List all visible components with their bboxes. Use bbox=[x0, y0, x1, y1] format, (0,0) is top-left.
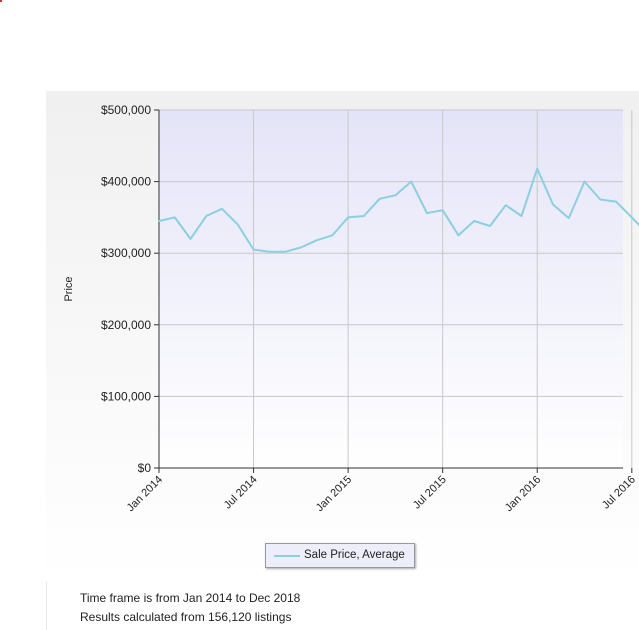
data-point bbox=[583, 180, 586, 183]
data-point bbox=[410, 180, 413, 183]
data-point bbox=[473, 220, 476, 222]
series-line-sale-price-average bbox=[158, 167, 639, 253]
data-point bbox=[331, 234, 334, 237]
data-point bbox=[631, 216, 633, 219]
data-point bbox=[363, 215, 365, 217]
data-point bbox=[174, 216, 176, 219]
data-point bbox=[504, 204, 507, 206]
data-point bbox=[599, 198, 602, 201]
legend-label: Sale Price, Average bbox=[304, 549, 405, 561]
y-tick-label: $200,000 bbox=[101, 318, 151, 332]
legend: Sale Price, Average bbox=[265, 543, 415, 568]
y-axis-label: Price bbox=[63, 276, 75, 301]
data-point bbox=[252, 248, 255, 251]
data-point bbox=[205, 215, 208, 217]
data-point bbox=[568, 217, 570, 219]
y-tick-label: $400,000 bbox=[101, 175, 151, 189]
data-point bbox=[536, 167, 538, 170]
y-tick-label: $300,000 bbox=[101, 246, 151, 260]
data-point bbox=[315, 239, 318, 242]
data-point bbox=[426, 212, 428, 214]
data-point bbox=[457, 234, 460, 237]
data-point bbox=[615, 200, 617, 203]
data-point bbox=[189, 238, 192, 240]
corner-marker bbox=[0, 0, 2, 2]
data-point bbox=[158, 220, 160, 222]
summary-footer: Time frame is from Jan 2014 to Dec 2018 … bbox=[46, 582, 637, 630]
time-frame-text: Time frame is from Jan 2014 to Dec 2018 bbox=[80, 591, 301, 605]
data-point bbox=[284, 251, 286, 253]
data-point bbox=[378, 198, 381, 200]
y-tick-label: $500,000 bbox=[101, 103, 151, 117]
plot-area bbox=[159, 110, 623, 468]
y-tick-label: $0 bbox=[138, 461, 152, 475]
data-point bbox=[347, 216, 349, 219]
data-point bbox=[552, 203, 554, 206]
data-point bbox=[394, 194, 397, 196]
data-point bbox=[237, 223, 239, 226]
listings-count-text: Results calculated from 156,120 listings bbox=[80, 610, 292, 624]
data-point bbox=[268, 251, 271, 253]
data-point bbox=[441, 209, 444, 211]
data-point bbox=[300, 246, 302, 249]
line-chart: $0 $100,000 $200,000 $300,000 $400,000 $500,0… bbox=[46, 91, 639, 582]
data-point bbox=[489, 225, 491, 227]
data-point bbox=[221, 208, 223, 210]
data-point bbox=[520, 215, 523, 217]
legend-swatch bbox=[274, 555, 300, 557]
y-tick-label: $100,000 bbox=[101, 389, 151, 403]
